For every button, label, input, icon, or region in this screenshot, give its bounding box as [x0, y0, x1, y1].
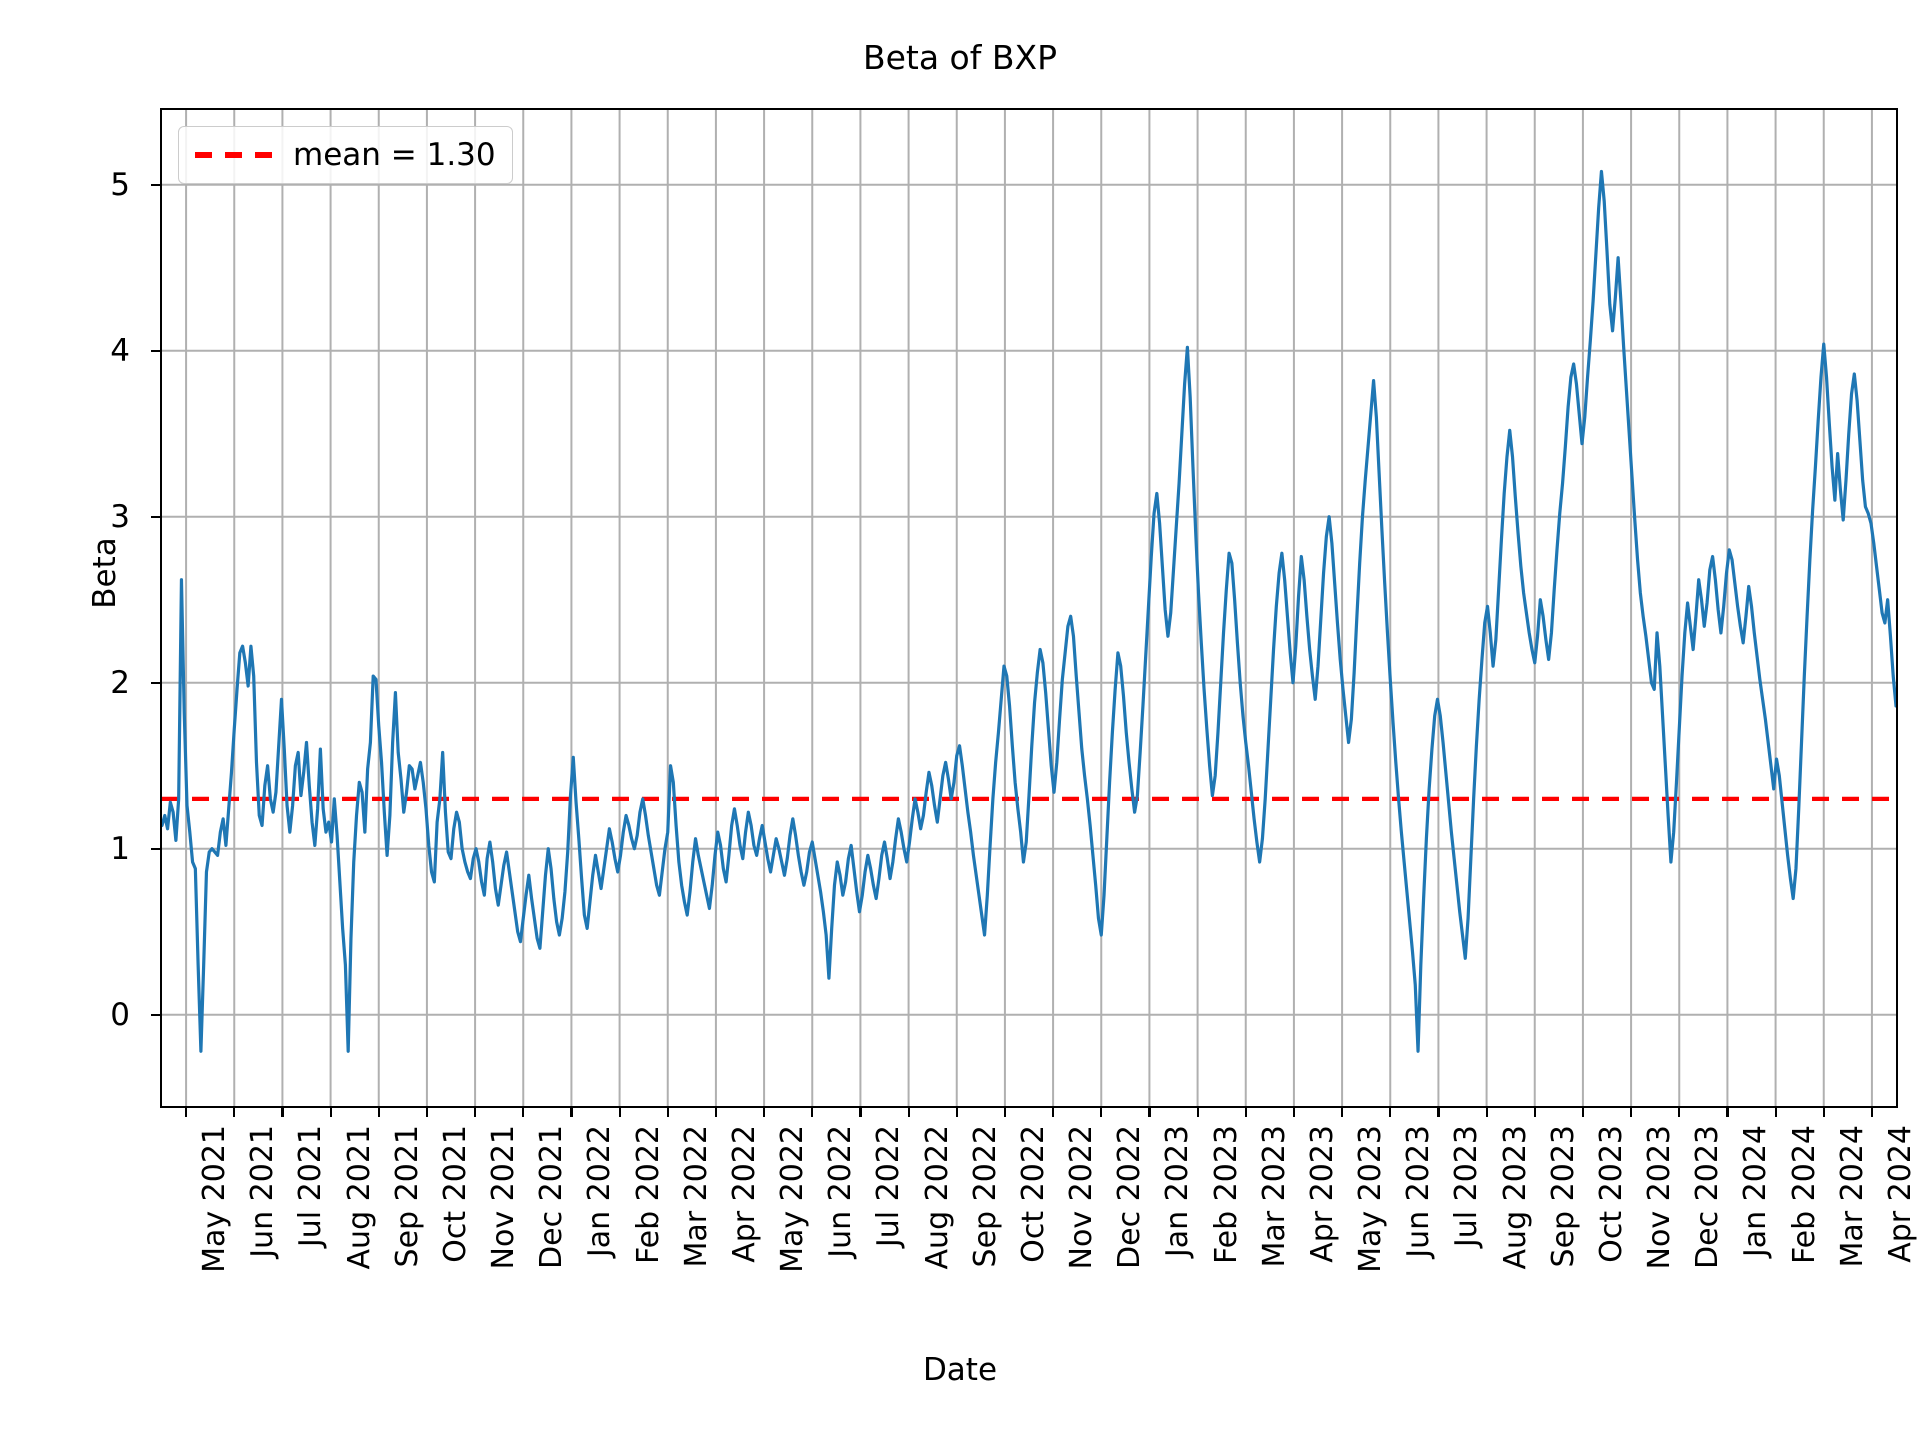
x-tick-mark	[1003, 1108, 1007, 1117]
x-tick-mark	[618, 1108, 621, 1117]
y-tick-label: 0	[110, 996, 130, 1033]
x-tick-mark	[1485, 1108, 1488, 1117]
x-tick-mark	[1148, 1108, 1151, 1117]
x-tick-mark	[1774, 1108, 1777, 1117]
x-tick-label: Jun 2023	[1401, 1125, 1437, 1258]
x-tick-label: Feb 2022	[630, 1125, 666, 1264]
x-tick-mark	[474, 1108, 477, 1117]
x-tick-mark	[907, 1108, 910, 1117]
x-tick-mark	[955, 1108, 958, 1117]
x-tick-label: Jun 2022	[823, 1125, 859, 1258]
x-tick-mark	[233, 1108, 236, 1117]
x-tick-mark	[763, 1108, 766, 1117]
x-tick-label: Sep 2023	[1545, 1125, 1581, 1268]
x-tick-label: Sep 2021	[389, 1125, 425, 1268]
x-tick-mark	[1196, 1108, 1199, 1117]
x-tick-label: Oct 2021	[437, 1125, 473, 1263]
y-tick-label: 2	[110, 664, 130, 701]
x-tick-mark	[1822, 1108, 1825, 1117]
x-tick-label: Mar 2023	[1256, 1125, 1292, 1268]
page-title: Beta of BXP	[862, 38, 1058, 77]
x-tick-mark	[859, 1108, 862, 1117]
legend: mean = 1.30	[178, 126, 513, 184]
x-tick-label: Feb 2023	[1208, 1125, 1244, 1264]
x-tick-label: Jan 2023	[1160, 1125, 1196, 1258]
x-tick-mark	[811, 1108, 814, 1117]
x-tick-label: May 2021	[197, 1125, 233, 1273]
x-tick-label: Nov 2022	[1064, 1125, 1100, 1270]
gridlines	[162, 110, 1896, 1106]
y-tick-mark	[151, 349, 160, 352]
x-tick-mark	[425, 1108, 429, 1117]
y-tick-label: 3	[110, 498, 130, 535]
x-tick-mark	[666, 1108, 669, 1117]
x-tick-label: Aug 2021	[341, 1125, 377, 1270]
x-tick-label: Apr 2022	[726, 1125, 762, 1263]
x-tick-mark	[185, 1108, 188, 1117]
x-tick-label: Mar 2024	[1834, 1125, 1870, 1268]
x-tick-mark	[1341, 1108, 1344, 1117]
x-tick-label: May 2023	[1353, 1125, 1389, 1273]
x-tick-label: Oct 2023	[1593, 1125, 1629, 1263]
x-tick-label: Jan 2024	[1738, 1125, 1774, 1258]
x-tick-mark	[1726, 1108, 1729, 1117]
y-tick-label: 5	[110, 166, 130, 203]
x-tick-label: May 2022	[775, 1125, 811, 1273]
x-axis-label: Date	[922, 1352, 998, 1388]
x-tick-label: Dec 2022	[1112, 1125, 1148, 1269]
plot-svg	[162, 110, 1896, 1106]
x-tick-mark	[1052, 1108, 1055, 1117]
x-tick-mark	[377, 1108, 380, 1117]
y-tick-label: 1	[110, 830, 130, 867]
y-axis-label: Beta	[87, 537, 123, 609]
x-tick-label: Aug 2022	[919, 1125, 955, 1270]
y-tick-label: 4	[110, 332, 130, 369]
x-tick-label: Jul 2022	[871, 1125, 907, 1248]
x-tick-mark	[281, 1108, 284, 1117]
legend-swatch-mean	[195, 152, 273, 158]
x-tick-label: Apr 2023	[1304, 1125, 1340, 1263]
x-tick-mark	[1244, 1108, 1247, 1117]
x-tick-mark	[1533, 1108, 1536, 1117]
x-tick-label: Mar 2022	[678, 1125, 714, 1268]
x-tick-label: Jul 2023	[1449, 1125, 1485, 1248]
x-tick-label: Apr 2024	[1882, 1125, 1918, 1263]
legend-label-mean: mean = 1.30	[293, 137, 496, 173]
plot-area	[160, 108, 1898, 1108]
y-tick-mark	[151, 847, 160, 850]
x-tick-label: Sep 2022	[967, 1125, 1003, 1268]
x-tick-mark	[1630, 1108, 1633, 1117]
x-tick-mark	[1292, 1108, 1296, 1117]
x-tick-label: Nov 2023	[1642, 1125, 1678, 1270]
x-tick-mark	[1100, 1108, 1103, 1117]
x-tick-label: Dec 2023	[1690, 1125, 1726, 1269]
x-tick-mark	[1437, 1108, 1440, 1117]
x-tick-mark	[522, 1108, 525, 1117]
x-tick-label: Dec 2021	[534, 1125, 570, 1269]
y-tick-mark	[151, 681, 160, 684]
x-tick-mark	[1870, 1108, 1874, 1117]
x-tick-mark	[1389, 1108, 1392, 1117]
x-tick-mark	[1678, 1108, 1681, 1117]
x-tick-mark	[714, 1108, 718, 1117]
x-tick-label: Oct 2022	[1015, 1125, 1051, 1263]
x-tick-label: Feb 2024	[1786, 1125, 1822, 1264]
x-tick-label: Jul 2021	[293, 1125, 329, 1248]
x-tick-label: Jun 2021	[245, 1125, 281, 1258]
x-tick-mark	[1581, 1108, 1585, 1117]
beta-series-line	[162, 169, 1896, 1053]
y-tick-mark	[151, 515, 160, 518]
x-tick-label: Nov 2021	[486, 1125, 522, 1270]
y-tick-mark	[151, 183, 160, 186]
x-tick-mark	[570, 1108, 573, 1117]
y-tick-mark	[151, 1013, 160, 1016]
x-tick-label: Aug 2023	[1497, 1125, 1533, 1270]
x-tick-mark	[329, 1108, 332, 1117]
x-tick-label: Jan 2022	[582, 1125, 618, 1258]
